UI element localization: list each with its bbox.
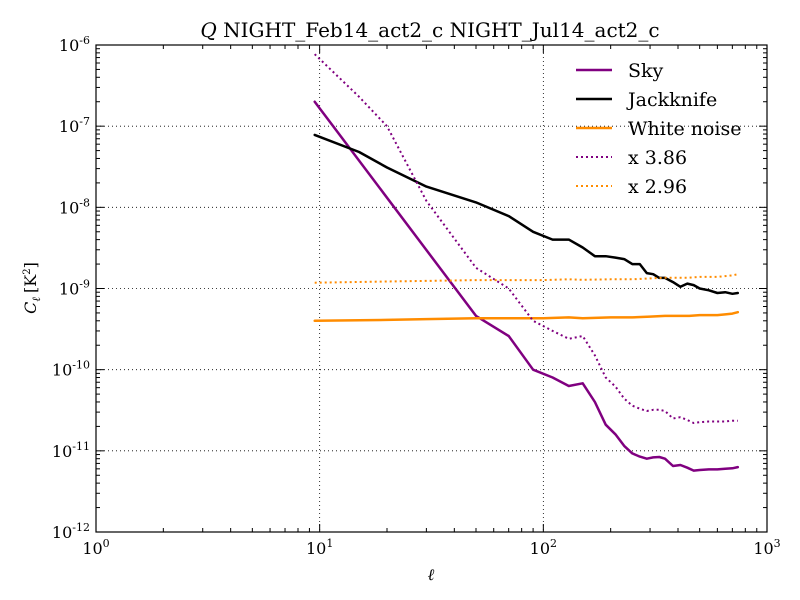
y-tick-label-base: 10: [52, 442, 72, 461]
x-tick-label: 102: [530, 537, 557, 558]
x-tick-label-base: 10: [82, 539, 102, 558]
x-tick-label-base: 10: [530, 539, 550, 558]
y-tick-label: 10-6: [59, 34, 90, 55]
legend-label: Sky: [628, 60, 664, 82]
x-tick-label: 103: [753, 537, 780, 558]
series-line-white-noise: [313, 310, 740, 323]
x-tick-label-exp: 2: [550, 537, 557, 550]
y-tick-label-exp: -7: [79, 115, 90, 128]
y-tick-label-base: 10: [52, 361, 72, 380]
y-tick-label: 10-10: [52, 359, 90, 380]
y-tick-label-base: 10: [59, 198, 79, 217]
y-tick-label-exp: -8: [79, 196, 90, 209]
y-axis-label: Cℓ [K2]: [21, 262, 43, 314]
y-axis-label-main: C: [21, 302, 40, 314]
y-tick-label-base: 10: [52, 523, 72, 542]
legend-label: White noise: [628, 118, 742, 140]
y-axis-label-unit-exp: 2: [22, 268, 33, 274]
legend-label: x 2.96: [628, 176, 687, 198]
y-tick-label: 10-8: [59, 196, 90, 217]
y-tick-label-base: 10: [59, 117, 79, 136]
axis-ticks: [95, 44, 768, 533]
x-tick-label-exp: 0: [103, 537, 110, 550]
y-axis-label-unit-close: ]: [21, 262, 40, 268]
chart-title-text: NIGHT_Feb14_act2_c NIGHT_Jul14_act2_c: [217, 18, 660, 42]
series-line-x-2-96: [314, 273, 739, 284]
series-layer: [313, 53, 740, 472]
y-tick-label-exp: -6: [79, 34, 90, 47]
y-tick-label-exp: -12: [72, 521, 90, 534]
x-tick-label: 101: [306, 537, 333, 558]
x-tick-label-exp: 3: [774, 537, 781, 550]
y-axis-label-unit: [K: [21, 274, 40, 293]
x-tick-labels: 100 101 102 103: [82, 537, 780, 558]
x-tick-label: 100: [82, 537, 109, 558]
series-line-jackknife: [313, 133, 740, 296]
x-tick-label-base: 10: [753, 539, 773, 558]
chart-title: Q NIGHT_Feb14_act2_c NIGHT_Jul14_act2_c: [200, 18, 659, 42]
legend-label: Jackknife: [626, 89, 717, 111]
chart-title-variable: Q: [200, 18, 216, 42]
series-line-sky: [313, 100, 740, 472]
legend-label: x 3.86: [628, 147, 687, 169]
y-tick-label: 10-11: [52, 440, 90, 461]
x-tick-label-exp: 1: [326, 537, 333, 550]
y-tick-label-base: 10: [59, 280, 79, 299]
y-tick-label-exp: -11: [72, 440, 90, 453]
y-tick-label: 10-12: [52, 521, 90, 542]
y-tick-label-exp: -9: [79, 278, 90, 291]
y-axis-label-sub: ℓ: [30, 297, 43, 302]
y-tick-label: 10-9: [59, 278, 90, 299]
legend: Sky Jackknife White noise x 3.86 x 2.96: [576, 60, 742, 198]
x-tick-label-base: 10: [306, 539, 326, 558]
y-tick-label: 10-7: [59, 115, 90, 136]
x-axis-label: ℓ: [428, 565, 435, 584]
y-tick-label-base: 10: [59, 36, 79, 55]
y-tick-label-exp: -10: [72, 359, 90, 372]
